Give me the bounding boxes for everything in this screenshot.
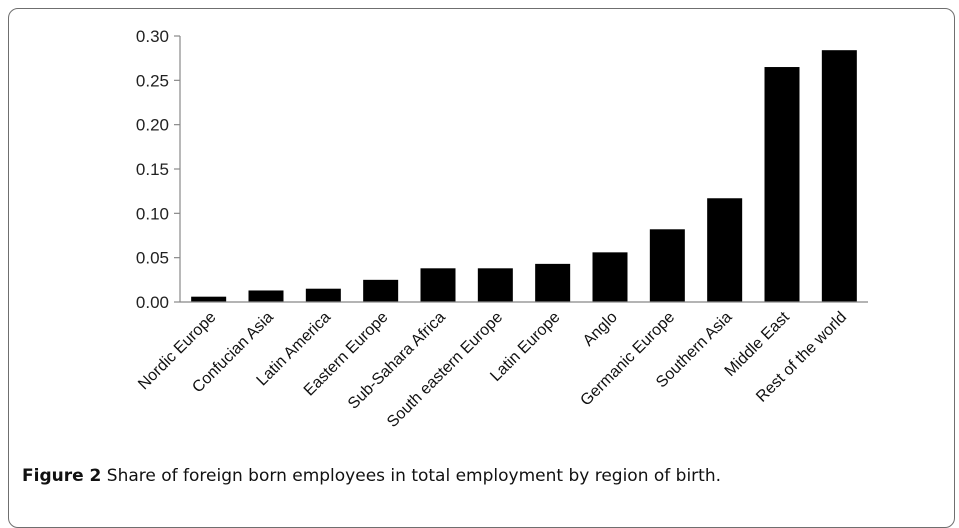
y-tick-label-5: 0.25 xyxy=(136,71,169,90)
bar-5 xyxy=(477,268,513,302)
x-category-label-4: Sub-Sahara Africa xyxy=(345,309,449,413)
y-tick-label-0: 0.00 xyxy=(136,293,169,312)
bar-9 xyxy=(707,198,743,302)
y-axis-ticks: 0.00 0.05 0.10 0.15 0.20 0.25 0.30 xyxy=(136,27,180,312)
x-category-label-7: Anglo xyxy=(580,309,621,350)
bar-6 xyxy=(535,263,571,302)
figure-caption: Figure 2 Share of foreign born employees… xyxy=(22,466,942,486)
bar-11 xyxy=(821,50,857,302)
bars xyxy=(191,50,857,303)
bar-10 xyxy=(764,67,800,303)
bar-1 xyxy=(248,290,284,302)
figure-caption-text: Share of foreign born employees in total… xyxy=(106,466,722,486)
y-tick-label-4: 0.20 xyxy=(136,116,169,135)
bar-2 xyxy=(305,288,341,302)
y-tick-label-3: 0.15 xyxy=(136,160,169,179)
bar-3 xyxy=(363,279,399,302)
bar-chart: 0.00 0.05 0.10 0.15 0.20 0.25 0.30 Nordic Euro… xyxy=(135,27,868,431)
y-tick-label-6: 0.30 xyxy=(136,27,169,46)
x-category-label-5: South eastern Europe xyxy=(384,309,506,431)
figure-label: Figure 2 xyxy=(22,466,102,486)
y-tick-label-2: 0.10 xyxy=(136,204,169,223)
bar-8 xyxy=(649,229,685,302)
y-tick-label-1: 0.05 xyxy=(136,249,169,268)
bar-0 xyxy=(191,296,227,302)
bar-7 xyxy=(592,252,628,302)
bar-4 xyxy=(420,268,456,302)
